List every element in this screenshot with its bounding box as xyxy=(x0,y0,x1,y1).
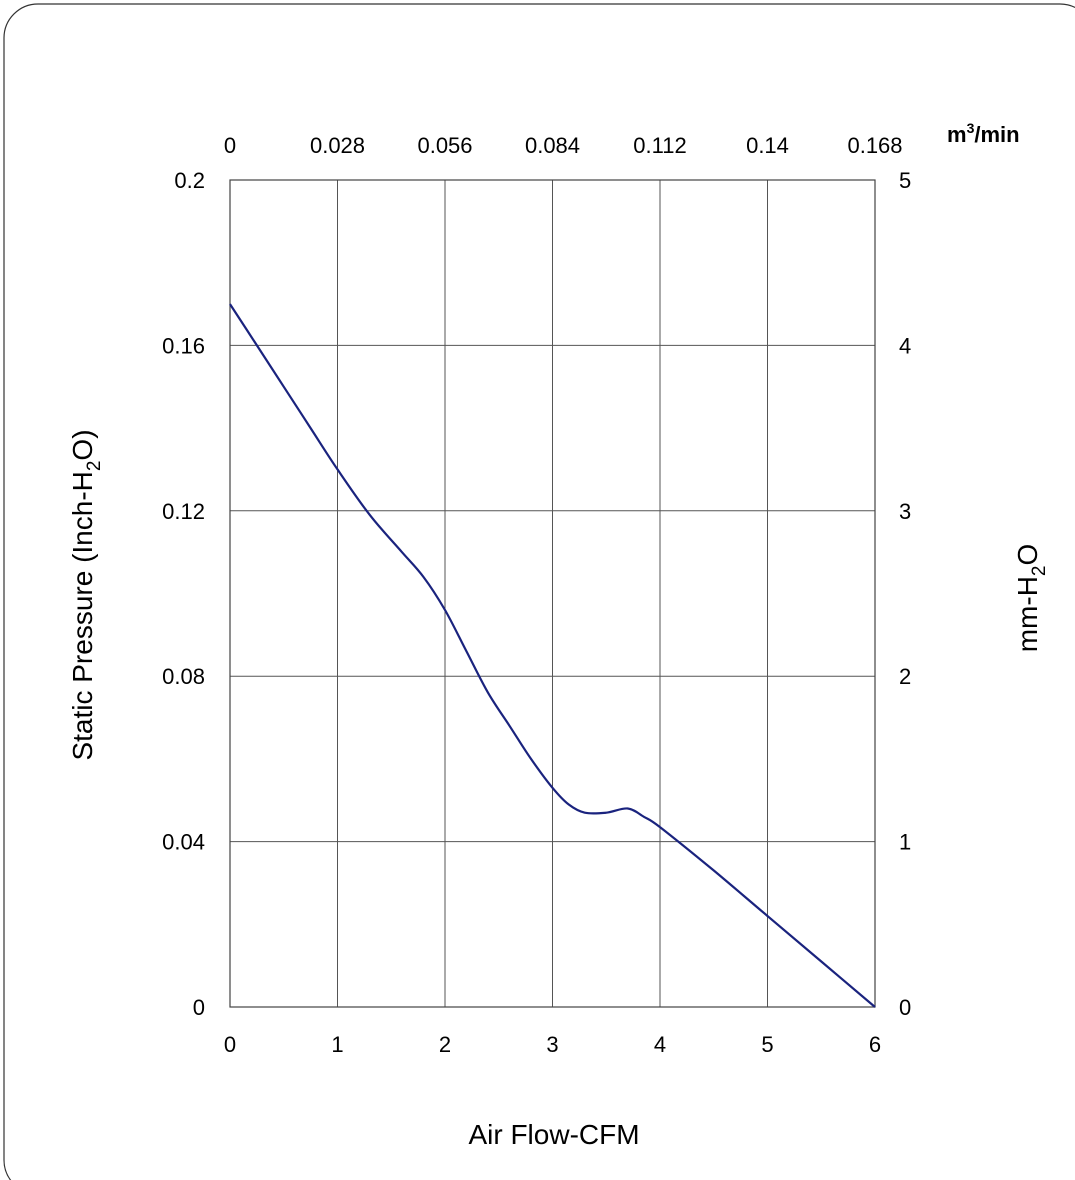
plot-frame xyxy=(229,179,876,1008)
series-line xyxy=(229,303,876,1008)
plot-area xyxy=(229,179,876,1008)
y2-tick-label: 2 xyxy=(899,664,911,689)
y2-tick-label: 1 xyxy=(899,830,911,855)
x-tick-label: 3 xyxy=(546,1032,558,1057)
y2-tick-label: 5 xyxy=(899,168,911,193)
y2-tick-label: 4 xyxy=(899,333,911,358)
tick-labels: 0 1 2 3 4 5 60 0.028 0.056 0.084 0.112 0.14 0.16800.… xyxy=(162,133,911,1057)
x-tick-label: 5 xyxy=(761,1032,773,1057)
y-tick-label: 0.12 xyxy=(162,499,205,524)
series xyxy=(229,303,876,1008)
y-axis-title: Static Pressure (Inch-H2O) xyxy=(67,429,105,760)
chart-border xyxy=(3,3,1075,1180)
x-tick-label: 0 xyxy=(224,1032,236,1057)
x2-tick-label: 0.028 xyxy=(310,133,365,158)
y-tick-label: 0.16 xyxy=(162,333,205,358)
x2-tick-label: 0 xyxy=(224,133,236,158)
x-tick-label: 2 xyxy=(439,1032,451,1057)
x2-tick-label: 0.14 xyxy=(746,133,789,158)
x2-unit-label: m3/min xyxy=(947,120,1020,147)
x-tick-label: 4 xyxy=(654,1032,666,1057)
x-axis-title: Air Flow-CFM xyxy=(468,1119,639,1150)
y2-tick-label: 3 xyxy=(899,499,911,524)
x-tick-label: 1 xyxy=(331,1032,343,1057)
y2-tick-label: 0 xyxy=(899,995,911,1020)
x2-tick-label: 0.056 xyxy=(417,133,472,158)
y-tick-label: 0 xyxy=(193,995,205,1020)
y-tick-label: 0.08 xyxy=(162,664,205,689)
y-tick-label: 0.04 xyxy=(162,830,205,855)
x2-tick-label: 0.112 xyxy=(633,133,686,158)
grid xyxy=(230,180,875,1007)
x2-tick-label: 0.084 xyxy=(525,133,580,158)
y2-axis-title: mm-H2O xyxy=(1012,544,1050,653)
y-tick-label: 0.2 xyxy=(174,168,205,193)
x-tick-label: 6 xyxy=(869,1032,881,1057)
x2-tick-label: 0.168 xyxy=(847,133,902,158)
